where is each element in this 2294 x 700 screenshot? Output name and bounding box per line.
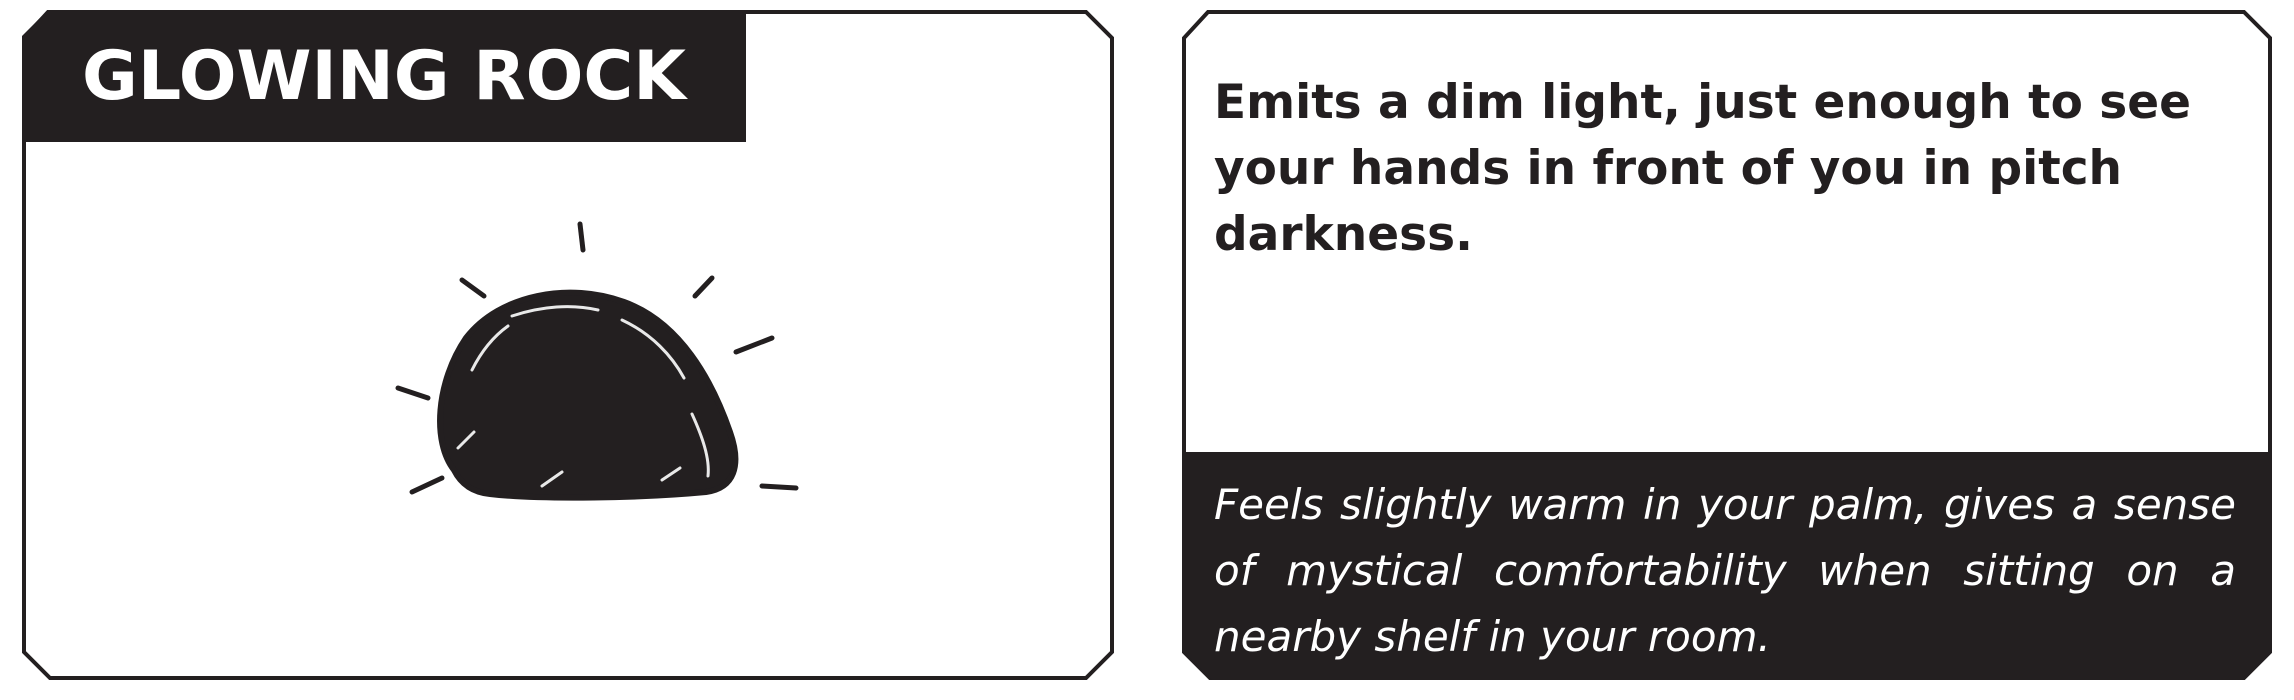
glowing-rock-icon xyxy=(395,221,799,501)
flavor-text-box: Feels slightly warm in your palm, gives … xyxy=(1182,452,2272,680)
title-bar: GLOWING ROCK xyxy=(22,10,746,142)
item-title: GLOWING ROCK xyxy=(82,36,686,116)
item-card-front: GLOWING ROCK xyxy=(22,10,1114,680)
item-card-back: Emits a dim light, just enough to see yo… xyxy=(1182,10,2272,680)
item-description: Emits a dim light, just enough to see yo… xyxy=(1214,75,2191,262)
flavor-text: Feels slightly warm in your palm, gives … xyxy=(1214,480,2236,661)
